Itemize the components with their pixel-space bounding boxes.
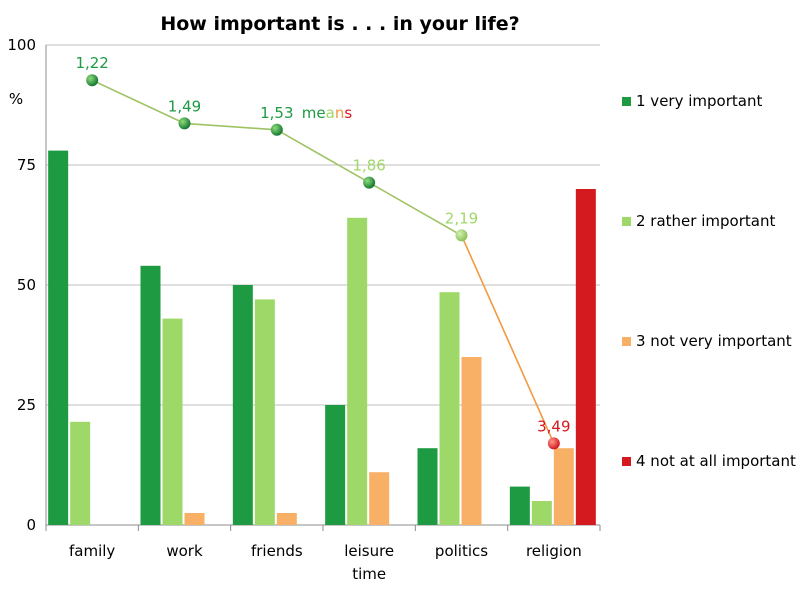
- x-tick-label: time: [352, 565, 386, 583]
- x-tick-label: family: [69, 542, 115, 560]
- bar: [276, 513, 297, 525]
- legend-label: 4 not at all important: [636, 452, 796, 470]
- means-line-segment: [460, 235, 555, 444]
- y-axis-label: %: [9, 90, 23, 108]
- means-label: 1,22: [75, 54, 108, 72]
- chart-title: How important is . . . in your life?: [160, 13, 519, 35]
- x-tick-label: friends: [251, 542, 303, 560]
- legend-swatch: [622, 337, 631, 346]
- bar: [70, 421, 91, 525]
- bar: [531, 501, 552, 525]
- y-tick-label: 0: [26, 516, 36, 534]
- means-line-segment: [91, 79, 185, 125]
- means-marker: [547, 437, 560, 450]
- bar: [232, 285, 253, 525]
- y-tick-label: 75: [17, 156, 36, 174]
- means-label: 3,49: [537, 417, 570, 435]
- legend-swatch: [622, 217, 631, 226]
- means-legend: means: [302, 104, 353, 122]
- x-tick-label: politics: [435, 542, 488, 560]
- means-marker: [86, 74, 99, 87]
- means-marker: [270, 123, 283, 136]
- legend-label: 2 rather important: [636, 212, 775, 230]
- bar: [575, 189, 596, 525]
- bar: [48, 150, 69, 525]
- means-marker: [178, 117, 191, 130]
- bar: [254, 299, 275, 525]
- means-label: 2,19: [445, 209, 478, 227]
- bar: [553, 448, 574, 525]
- means-line-segment: [184, 122, 277, 131]
- legend-swatch: [622, 97, 631, 106]
- y-tick-label: 100: [7, 36, 36, 54]
- y-tick-label: 50: [17, 276, 36, 294]
- means-label: 1,53: [260, 104, 293, 122]
- bar: [417, 448, 438, 525]
- bar: [461, 357, 482, 525]
- means-label: 1,49: [168, 97, 201, 115]
- bar: [140, 265, 161, 525]
- legend-swatch: [622, 457, 631, 466]
- bar: [184, 513, 205, 525]
- bar: [162, 318, 183, 525]
- x-tick-label: work: [166, 542, 203, 560]
- bar: [439, 292, 460, 525]
- means-line-segment: [368, 181, 462, 237]
- means-marker: [363, 176, 376, 189]
- x-tick-label: religion: [526, 542, 582, 560]
- bar: [509, 486, 530, 525]
- x-tick-label: leisure: [344, 542, 394, 560]
- bar: [347, 217, 368, 526]
- legend-label: 1 very important: [636, 92, 762, 110]
- legend-label: 3 not very important: [636, 332, 792, 350]
- bar: [369, 472, 390, 525]
- means-line-segment: [276, 129, 370, 184]
- bar: [325, 405, 346, 525]
- means-label: 1,86: [352, 157, 385, 175]
- means-marker: [455, 229, 468, 242]
- y-tick-label: 25: [17, 396, 36, 414]
